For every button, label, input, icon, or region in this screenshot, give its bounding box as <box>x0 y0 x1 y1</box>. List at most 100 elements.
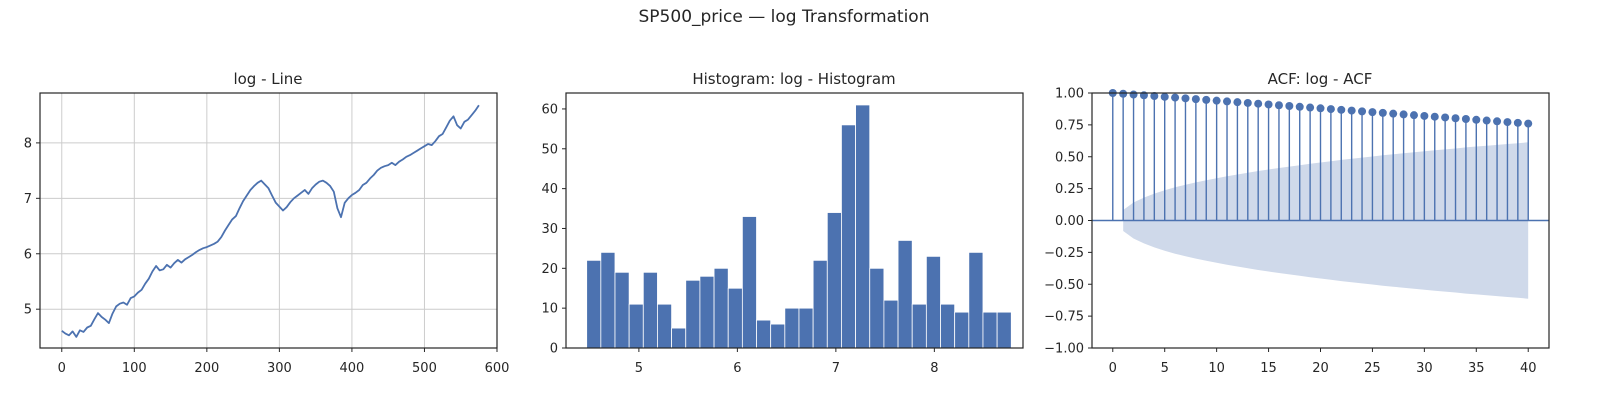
acf-point <box>1337 105 1346 114</box>
histogram-y-tick-label: 50 <box>541 142 558 157</box>
acf-y-tick-label: 0.25 <box>1055 182 1084 197</box>
acf-point <box>1409 111 1418 120</box>
acf-x-tick-label: 30 <box>1416 361 1433 376</box>
histogram-bar <box>925 255 941 349</box>
histogram-bars <box>586 104 1012 349</box>
histogram-bar <box>770 323 786 349</box>
acf-point <box>1254 99 1263 108</box>
line-chart-grid <box>40 93 498 348</box>
acf-point <box>1295 102 1304 111</box>
acf-point <box>1306 103 1315 112</box>
histogram-bar <box>954 311 970 349</box>
acf-point <box>1326 105 1335 114</box>
histogram-y-tick-label: 40 <box>541 182 558 197</box>
acf-point <box>1482 116 1491 125</box>
acf-point <box>1378 108 1387 117</box>
acf-point <box>1181 94 1190 103</box>
line-chart-series <box>61 104 480 338</box>
histogram-bar <box>699 275 715 349</box>
acf-point <box>1316 104 1325 113</box>
line-chart-title: log - Line <box>233 70 302 88</box>
histogram-bar <box>586 259 602 349</box>
line-chart-y-ticks: 5 6 7 8 <box>24 136 40 318</box>
histogram-bar <box>883 299 899 349</box>
histogram-bar <box>798 307 814 349</box>
line-chart-y-tick-label: 6 <box>24 247 32 262</box>
acf-point <box>1119 89 1128 98</box>
acf-y-tick-label: −0.75 <box>1044 310 1084 325</box>
acf-y-tick-label: 0.50 <box>1055 150 1084 165</box>
acf-x-tick-label: 20 <box>1312 361 1329 376</box>
acf-x-tick-label: 5 <box>1161 361 1169 376</box>
acf-x-tick-label: 10 <box>1208 361 1225 376</box>
histogram-y-tick-label: 10 <box>541 302 558 317</box>
line-chart-plot-area <box>40 93 497 348</box>
histogram-y-tick-label: 60 <box>541 102 558 117</box>
acf-point <box>1347 106 1356 115</box>
histogram-title: Histogram: log - Histogram <box>692 70 895 88</box>
histogram-bar <box>727 287 743 349</box>
histogram-bar <box>940 303 956 349</box>
acf-point <box>1233 98 1242 107</box>
acf-y-tick-label: 1.00 <box>1055 87 1084 102</box>
histogram-bar <box>911 303 927 349</box>
histogram-panel: 5 6 7 8 0 10 20 30 40 50 60 Histogram: log - Hist… <box>541 70 1024 376</box>
acf-point <box>1472 115 1481 124</box>
histogram-y-tick-label: 0 <box>550 342 558 357</box>
histogram-bar <box>784 307 800 349</box>
acf-point <box>1493 117 1502 126</box>
histogram-x-tick-label: 8 <box>930 361 938 376</box>
acf-point <box>1358 107 1367 116</box>
acf-point <box>1285 102 1294 111</box>
acf-point <box>1524 119 1533 128</box>
acf-point <box>1503 118 1512 127</box>
line-chart-y-tick-label: 5 <box>24 303 32 318</box>
acf-point <box>1430 112 1439 121</box>
acf-x-ticks: 0 5 10 15 20 25 30 35 40 <box>1109 348 1537 376</box>
acf-y-tick-label: 0.00 <box>1055 214 1084 229</box>
histogram-y-tick-label: 30 <box>541 222 558 237</box>
acf-x-tick-label: 35 <box>1468 361 1485 376</box>
histogram-bar <box>869 267 885 349</box>
line-chart-x-tick-label: 300 <box>267 361 292 376</box>
histogram-x-ticks: 5 6 7 8 <box>635 348 938 376</box>
histogram-bar <box>982 311 998 349</box>
line-chart-x-tick-label: 400 <box>340 361 365 376</box>
line-chart-x-tick-label: 0 <box>58 361 66 376</box>
acf-y-ticks: −1.00 −0.75 −0.50 −0.25 0.00 0.25 0.50 0.75 1.00 <box>1044 87 1092 357</box>
histogram-bar <box>996 311 1012 349</box>
acf-point <box>1171 93 1180 102</box>
acf-x-tick-label: 40 <box>1520 361 1537 376</box>
line-series-log <box>61 104 480 338</box>
acf-stems <box>1092 89 1549 222</box>
acf-point <box>1441 113 1450 122</box>
line-chart-x-tick-label: 200 <box>194 361 219 376</box>
acf-point <box>1212 96 1221 105</box>
histogram-bar <box>812 259 828 349</box>
histogram-bar <box>968 251 984 349</box>
histogram-bar <box>600 251 616 349</box>
line-chart-y-tick-label: 8 <box>24 136 32 151</box>
acf-point <box>1160 92 1169 101</box>
histogram-bar <box>841 124 856 349</box>
line-chart-y-tick-label: 7 <box>24 192 32 207</box>
histogram-y-ticks: 0 10 20 30 40 50 60 <box>541 102 566 357</box>
acf-y-tick-label: 0.75 <box>1055 118 1084 133</box>
histogram-bar <box>713 267 729 349</box>
line-chart-x-ticks: 0 100 200 300 400 500 600 <box>58 348 509 376</box>
histogram-bar <box>628 303 644 349</box>
acf-point <box>1202 95 1211 104</box>
acf-y-tick-label: −0.50 <box>1044 278 1084 293</box>
line-chart-panel: 0 100 200 300 400 500 600 5 6 7 8 log - Line <box>24 70 510 376</box>
histogram-bar <box>685 279 701 349</box>
acf-point <box>1389 109 1398 118</box>
figure-suptitle: SP500_price — log Transformation <box>639 7 930 27</box>
acf-point <box>1461 115 1470 124</box>
acf-title: ACF: log - ACF <box>1268 70 1373 88</box>
acf-point <box>1274 101 1283 110</box>
line-chart-frame <box>39 92 498 349</box>
histogram-bar <box>671 327 687 349</box>
acf-y-tick-label: −0.25 <box>1044 246 1084 261</box>
acf-x-tick-label: 15 <box>1260 361 1277 376</box>
histogram-bar <box>614 271 630 349</box>
